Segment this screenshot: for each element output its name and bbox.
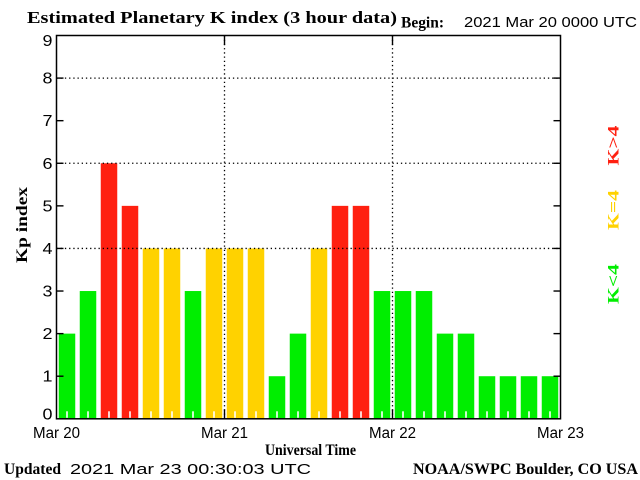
svg-text:9: 9 <box>43 33 53 50</box>
svg-text:2021 Mar 23 00:30:03 UTC: 2021 Mar 23 00:30:03 UTC <box>70 461 311 478</box>
svg-text:K>4: K>4 <box>606 126 623 166</box>
svg-text:Mar 20: Mar 20 <box>33 425 80 442</box>
svg-text:Kp index: Kp index <box>14 187 31 263</box>
svg-text:8: 8 <box>43 71 53 88</box>
svg-text:K=4: K=4 <box>606 190 623 230</box>
svg-text:Mar 22: Mar 22 <box>369 425 416 442</box>
svg-text:4: 4 <box>43 241 53 258</box>
svg-text:2: 2 <box>43 326 53 343</box>
svg-text:Begin:: Begin: <box>401 15 444 32</box>
svg-text:6: 6 <box>43 156 53 173</box>
svg-text:0: 0 <box>43 406 53 423</box>
svg-text:Updated: Updated <box>4 461 61 478</box>
svg-text:2021 Mar 20 0000 UTC: 2021 Mar 20 0000 UTC <box>464 14 637 31</box>
svg-text:3: 3 <box>43 284 53 301</box>
svg-text:Mar 21: Mar 21 <box>201 425 248 442</box>
svg-text:K<4: K<4 <box>606 264 623 304</box>
svg-text:5: 5 <box>43 198 53 215</box>
svg-text:Estimated Planetary K index (3: Estimated Planetary K index (3 hour data… <box>27 8 397 27</box>
svg-text:Mar 23: Mar 23 <box>537 425 584 442</box>
svg-text:Universal Time: Universal Time <box>265 442 356 459</box>
svg-text:1: 1 <box>43 369 53 386</box>
svg-text:NOAA/SWPC Boulder, CO USA: NOAA/SWPC Boulder, CO USA <box>413 461 638 478</box>
svg-text:7: 7 <box>43 113 53 130</box>
